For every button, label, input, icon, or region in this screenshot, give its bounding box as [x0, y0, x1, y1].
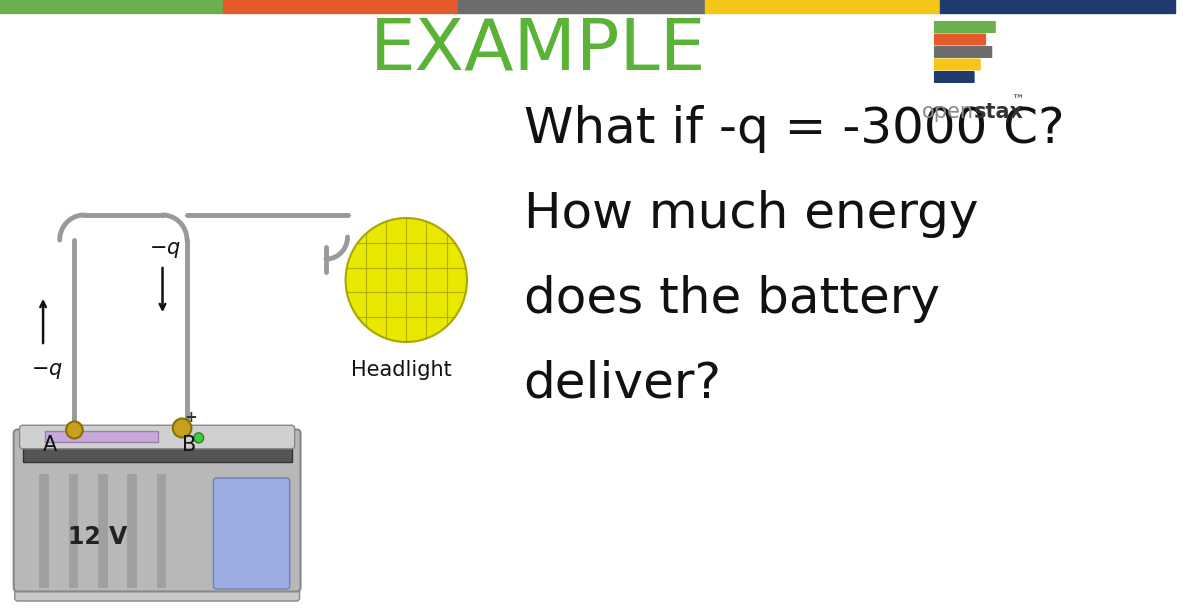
- Text: 12 V: 12 V: [68, 525, 127, 549]
- FancyBboxPatch shape: [19, 425, 295, 449]
- Text: B: B: [182, 435, 196, 455]
- Text: $-q$: $-q$: [150, 240, 181, 260]
- Text: deliver?: deliver?: [523, 360, 721, 408]
- Bar: [157, 474, 167, 588]
- Text: What if -q = -3000 C?: What if -q = -3000 C?: [523, 105, 1064, 153]
- Text: ™: ™: [1012, 94, 1024, 107]
- Bar: [0, 0, 223, 13]
- Bar: [98, 474, 108, 588]
- Bar: [23, 440, 292, 462]
- FancyBboxPatch shape: [13, 429, 300, 592]
- Text: $-q$: $-q$: [31, 361, 62, 381]
- Text: How much energy: How much energy: [523, 190, 978, 238]
- Text: Headlight: Headlight: [350, 360, 451, 380]
- Text: stax: stax: [974, 102, 1024, 122]
- Bar: [46, 431, 157, 442]
- Polygon shape: [358, 237, 426, 310]
- Bar: [223, 0, 458, 13]
- Bar: [68, 474, 78, 588]
- Polygon shape: [348, 225, 431, 322]
- Circle shape: [173, 418, 191, 437]
- Bar: [40, 474, 49, 588]
- Circle shape: [194, 433, 204, 443]
- FancyBboxPatch shape: [934, 34, 986, 46]
- Text: open: open: [922, 102, 974, 122]
- FancyBboxPatch shape: [934, 71, 974, 83]
- Bar: [127, 474, 137, 588]
- FancyBboxPatch shape: [934, 21, 996, 33]
- Circle shape: [66, 422, 83, 439]
- Bar: [704, 0, 940, 13]
- Text: A: A: [43, 435, 58, 455]
- Bar: [458, 0, 704, 13]
- Bar: [940, 0, 1175, 13]
- Text: +: +: [185, 409, 197, 425]
- FancyBboxPatch shape: [214, 478, 289, 589]
- FancyBboxPatch shape: [934, 59, 980, 71]
- Text: does the battery: does the battery: [523, 275, 940, 323]
- FancyBboxPatch shape: [14, 574, 300, 601]
- FancyBboxPatch shape: [934, 46, 992, 58]
- Text: EXAMPLE: EXAMPLE: [371, 15, 707, 85]
- Circle shape: [346, 218, 467, 342]
